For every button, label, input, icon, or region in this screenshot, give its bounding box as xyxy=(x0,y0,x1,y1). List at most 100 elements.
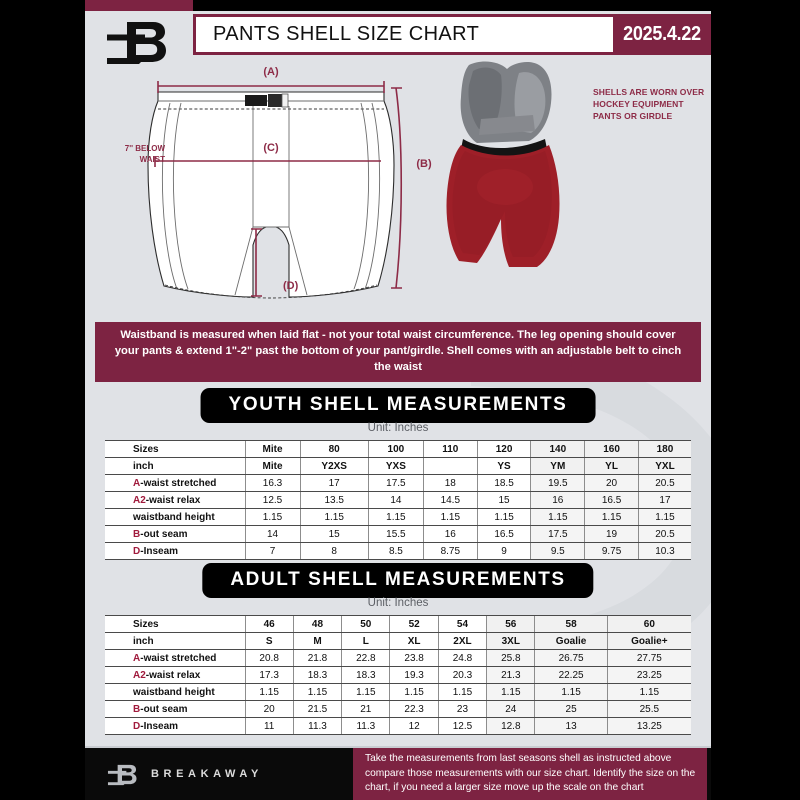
table-cell: 20 xyxy=(244,700,294,718)
breakaway-b-logo-icon xyxy=(107,761,137,788)
row-label-code: B xyxy=(133,528,141,540)
table-cell: 17 xyxy=(637,491,691,509)
row-label: inch xyxy=(105,457,245,475)
header-accent-strip-right xyxy=(193,0,711,11)
row-label: Sizes xyxy=(105,440,245,458)
table-cell: 1.15 xyxy=(584,508,639,526)
table-cell: XL xyxy=(389,632,439,650)
table-cell: 140 xyxy=(530,440,585,458)
table-cell: 50 xyxy=(341,615,390,633)
table-cell: 20 xyxy=(584,474,639,492)
table-row: A2-waist relax 17.3 18.3 18.3 19.3 20.3 21.3 22… xyxy=(105,666,691,684)
table-cell: 46 xyxy=(244,615,294,633)
table-cell: 7 xyxy=(244,542,301,560)
table-cell: YS xyxy=(476,457,531,475)
table-cell: 27.75 xyxy=(606,649,691,667)
photo-caption: SHELLS ARE WORN OVER HOCKEY EQUIPMENT PA… xyxy=(593,87,705,122)
table-cell: 110 xyxy=(422,440,478,458)
youth-measurements-table: Sizes Mite 80 100 110 120 140 160 180 inch Mite Y2X… xyxy=(105,440,691,560)
table-cell: 1.15 xyxy=(389,683,439,701)
row-label-code: D xyxy=(133,545,141,557)
table-cell: 8.5 xyxy=(367,542,424,560)
table-cell: S xyxy=(244,632,294,650)
table-row: Sizes Mite 80 100 110 120 140 160 180 xyxy=(105,440,691,458)
measurement-instructions-banner: Waistband is measured when laid flat - n… xyxy=(95,322,701,382)
row-label-code: B xyxy=(133,703,141,715)
table-row: A-waist stretched 20.8 21.8 22.8 23.8 24.8 25.… xyxy=(105,649,691,667)
table-cell: 180 xyxy=(637,440,691,458)
diagram-label-c: (C) xyxy=(263,142,279,154)
table-cell: 48 xyxy=(292,615,342,633)
table-cell: 18.3 xyxy=(341,666,390,684)
row-label: B-out seam xyxy=(105,700,245,718)
table-cell: 14 xyxy=(367,491,424,509)
table-cell: 22.25 xyxy=(534,666,608,684)
table-cell: 8 xyxy=(299,542,369,560)
table-cell: 13 xyxy=(534,717,608,735)
table-cell: 1.15 xyxy=(341,683,390,701)
table-cell: YXS xyxy=(367,457,424,475)
table-cell: 13.25 xyxy=(606,717,691,735)
size-chart-page: PANTS SHELL SIZE CHART 2025.4.22 .lines … xyxy=(85,0,711,800)
table-cell: 1.15 xyxy=(437,683,487,701)
table-cell: 3XL xyxy=(486,632,535,650)
table-row: Sizes 46 48 50 52 54 56 58 60 xyxy=(105,615,691,633)
table-cell: 1.15 xyxy=(530,508,585,526)
table-cell: 1.15 xyxy=(244,683,294,701)
table-row: D-Inseam 11 11.3 11.3 12 12.5 12.8 13 13.25 xyxy=(105,717,691,735)
table-cell: 1.15 xyxy=(606,683,691,701)
table-cell: YL xyxy=(584,457,639,475)
table-cell: 24.8 xyxy=(437,649,487,667)
hockey-shell-photo xyxy=(433,59,611,281)
table-cell: 1.15 xyxy=(367,508,424,526)
table-cell: 2XL xyxy=(437,632,487,650)
table-cell: 25 xyxy=(534,700,608,718)
table-cell: 9.75 xyxy=(584,542,639,560)
table-cell: 15 xyxy=(476,491,531,509)
table-row: A2-waist relax 12.5 13.5 14 14.5 15 16 16.5 17 xyxy=(105,491,691,509)
row-label: D-Inseam xyxy=(105,542,245,560)
table-cell: 52 xyxy=(389,615,439,633)
below-waist-line-2: WAIST xyxy=(139,154,165,164)
diagram-label-a: (A) xyxy=(263,66,279,78)
table-cell xyxy=(422,457,478,475)
table-cell: Mite xyxy=(244,440,301,458)
adult-measurements-table: Sizes 46 48 50 52 54 56 58 60 inch S M L XL 2XL 3XL Goal… xyxy=(105,615,691,735)
table-cell: 19.5 xyxy=(530,474,585,492)
table-cell: 54 xyxy=(437,615,487,633)
table-cell: Goalie+ xyxy=(606,632,691,650)
table-row: inch S M L XL 2XL 3XL Goalie Goalie+ xyxy=(105,632,691,650)
table-cell: Goalie xyxy=(534,632,608,650)
table-cell: 21 xyxy=(341,700,390,718)
table-cell: 16.5 xyxy=(584,491,639,509)
row-label: A-waist stretched xyxy=(105,474,245,492)
table-cell: 10.3 xyxy=(637,542,691,560)
page-title: PANTS SHELL SIZE CHART xyxy=(213,23,480,45)
row-label-code: D xyxy=(133,720,141,732)
table-cell: 15 xyxy=(299,525,369,543)
adult-section-title: ADULT SHELL MEASUREMENTS xyxy=(202,563,594,598)
table-cell: 19.3 xyxy=(389,666,439,684)
table-row: waistband height 1.15 1.15 1.15 1.15 1.15 1.15… xyxy=(105,508,691,526)
table-cell: 11.3 xyxy=(341,717,390,735)
header-accent-strip-left xyxy=(85,0,193,11)
row-label-code: A xyxy=(133,477,141,489)
table-cell: 12.8 xyxy=(486,717,535,735)
table-cell: 21.3 xyxy=(486,666,535,684)
table-cell: 24 xyxy=(486,700,535,718)
table-cell: 18 xyxy=(422,474,478,492)
row-label: inch xyxy=(105,632,245,650)
footer-brand-block: BREAKAWAY xyxy=(85,748,353,800)
row-label: A-waist stretched xyxy=(105,649,245,667)
footer-divider xyxy=(85,746,711,748)
table-row: B-out seam 20 21.5 21 22.3 23 24 25 25.5 xyxy=(105,700,691,718)
table-cell: 9 xyxy=(476,542,531,560)
table-cell: 23.8 xyxy=(389,649,439,667)
table-cell: 1.15 xyxy=(422,508,478,526)
table-cell: 18.5 xyxy=(476,474,531,492)
table-cell: 20.8 xyxy=(244,649,294,667)
table-cell: 16 xyxy=(530,491,585,509)
row-label-code: A2 xyxy=(133,494,146,506)
table-row: B-out seam 14 15 15.5 16 16.5 17.5 19 20.5 xyxy=(105,525,691,543)
table-cell: 26.75 xyxy=(534,649,608,667)
